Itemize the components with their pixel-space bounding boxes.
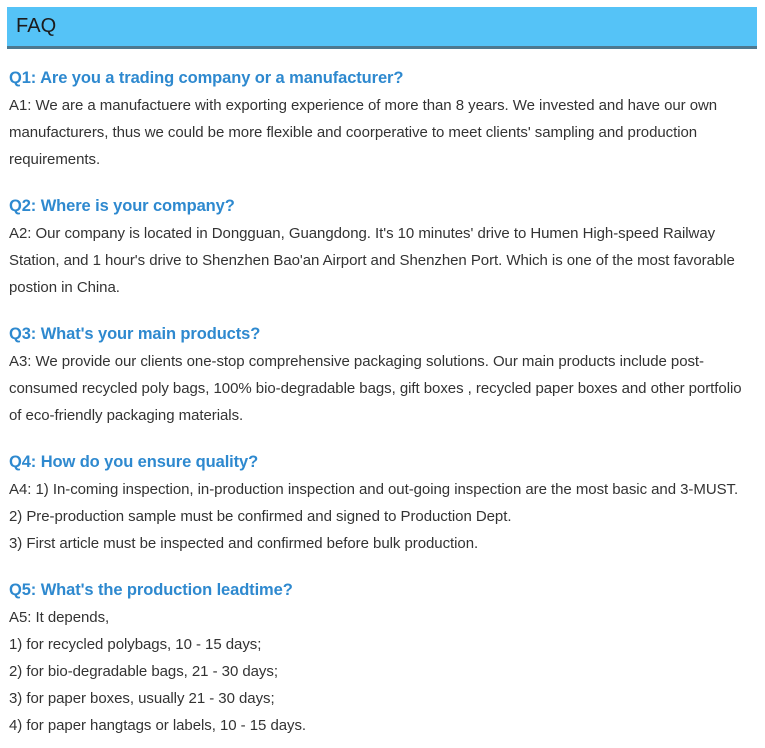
faq-answer: A4: 1) In-coming inspection, in-producti… [9,476,751,557]
faq-answer-line: 1) for recycled polybags, 10 - 15 days; [9,636,262,653]
faq-answer-line: 3) for paper boxes, usually 21 - 30 days… [9,690,275,707]
faq-question: Q3: What's your main products? [9,325,261,343]
faq-question: Q5: What's the production leadtime? [9,581,293,599]
faq-answer-line: 3) First article must be inspected and c… [9,535,479,552]
faq-answer: A3: We provide our clients one-stop comp… [9,353,742,424]
faq-item: Q1: Are you a trading company or a manuf… [9,66,757,173]
faq-answer-line: A5: It depends, [9,609,110,626]
page-title: FAQ [16,15,57,37]
faq-list: Q1: Are you a trading company or a manuf… [9,66,757,739]
faq-answer-line: A4: 1) In-coming inspection, in-producti… [9,481,739,498]
faq-answer: A1: We are a manufactuere with exporting… [9,97,718,168]
faq-question: Q4: How do you ensure quality? [9,453,259,471]
faq-answer-line: 2) for bio-degradable bags, 21 - 30 days… [9,663,278,680]
faq-header-bar: FAQ [7,7,757,49]
faq-item: Q4: How do you ensure quality? A4: 1) In… [9,450,757,557]
faq-answer-line: 2) Pre-production sample must be confirm… [9,508,512,525]
faq-item: Q2: Where is your company? A2: Our compa… [9,194,757,301]
faq-item: Q5: What's the production leadtime? A5: … [9,578,757,739]
faq-question: Q1: Are you a trading company or a manuf… [9,69,404,87]
faq-question: Q2: Where is your company? [9,197,235,215]
faq-answer: A5: It depends, 1) for recycled polybags… [9,604,751,739]
faq-answer: A2: Our company is located in Dongguan, … [9,225,735,296]
faq-answer-line: 4) for paper hangtags or labels, 10 - 15… [9,717,307,734]
faq-item: Q3: What's your main products? A3: We pr… [9,322,757,429]
